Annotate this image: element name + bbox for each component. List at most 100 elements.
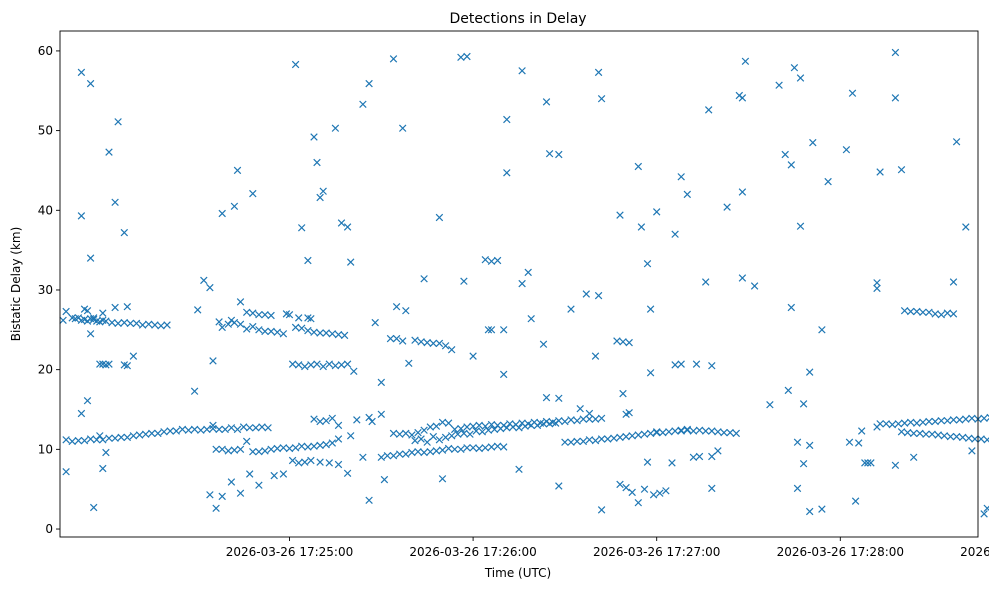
detection-marker (331, 361, 340, 370)
detection-marker (105, 360, 113, 368)
detection-marker (426, 447, 435, 456)
detection-marker (579, 437, 588, 446)
y-tick-label: 10 (38, 442, 53, 456)
detection-marker (331, 124, 340, 132)
detection-marker (931, 310, 939, 318)
detection-marker (193, 306, 202, 314)
detection-marker (919, 418, 927, 427)
detection-marker (937, 416, 946, 425)
detection-marker (576, 404, 584, 413)
detection-marker (876, 420, 884, 428)
detection-marker (435, 436, 444, 444)
detection-marker (542, 393, 551, 402)
detection-marker (395, 430, 404, 438)
detection-marker (873, 284, 881, 293)
detection-marker (322, 416, 330, 425)
detection-marker (515, 424, 523, 432)
detection-marker (539, 420, 548, 428)
detection-marker (316, 417, 324, 426)
detection-marker (634, 498, 643, 507)
detection-marker (432, 422, 441, 430)
detection-marker (99, 464, 107, 473)
detection-marker (481, 255, 490, 264)
detection-marker (197, 426, 205, 434)
detection-marker (426, 423, 435, 431)
detection-marker (190, 387, 199, 395)
detection-marker (334, 435, 343, 443)
detection-marker (784, 386, 793, 395)
detection-marker (622, 483, 630, 492)
detection-marker (619, 389, 627, 398)
detection-marker (805, 507, 814, 516)
detection-marker (741, 57, 750, 66)
detection-marker (628, 432, 636, 440)
detection-marker (503, 115, 511, 124)
detection-marker (958, 433, 967, 442)
detection-marker (659, 428, 667, 437)
detection-marker (619, 338, 627, 346)
detection-marker (359, 453, 367, 462)
detection-marker (573, 437, 581, 446)
detection-marker (701, 427, 710, 435)
detection-marker (86, 330, 95, 338)
detection-marker (906, 418, 915, 427)
detection-marker (738, 188, 747, 196)
y-tick-label: 20 (38, 363, 53, 377)
detection-marker (285, 310, 294, 319)
detection-marker (980, 414, 988, 423)
detection-marker (123, 361, 132, 370)
detection-marker (402, 450, 410, 458)
detection-marker (371, 318, 379, 327)
detection-marker (114, 319, 122, 328)
detection-marker (441, 342, 450, 350)
detection-marker (622, 432, 630, 441)
detection-marker (297, 224, 306, 232)
y-tick-label: 30 (38, 283, 53, 297)
detection-marker (665, 428, 673, 436)
detection-marker (561, 417, 569, 426)
detection-marker (249, 322, 257, 331)
detection-marker (787, 161, 796, 169)
detection-marker (96, 360, 104, 368)
detection-marker (591, 436, 600, 445)
detection-marker (273, 328, 282, 336)
detection-marker (337, 361, 346, 369)
detection-marker (420, 448, 428, 457)
detection-marker (925, 308, 933, 317)
detection-marker (322, 440, 330, 449)
detection-marker (129, 352, 138, 360)
detection-marker (120, 228, 129, 237)
detection-marker (952, 432, 961, 441)
detection-marker (209, 421, 217, 430)
detection-marker (916, 429, 924, 438)
detection-marker (613, 337, 621, 345)
detection-marker (937, 310, 946, 319)
detection-marker (585, 409, 594, 418)
detection-marker (447, 345, 456, 354)
detection-marker (206, 283, 214, 292)
detection-marker (206, 491, 214, 499)
detection-marker (677, 173, 685, 181)
detection-marker (334, 460, 343, 469)
detection-marker (148, 429, 156, 438)
detection-marker (224, 447, 233, 455)
detection-marker (931, 417, 939, 426)
detection-marker (402, 306, 410, 315)
detection-marker (294, 314, 303, 322)
detection-marker (423, 438, 431, 446)
detection-marker (313, 360, 321, 368)
detection-marker (695, 452, 704, 461)
detection-marker (221, 425, 229, 434)
detection-marker (267, 327, 275, 336)
detection-marker (790, 63, 799, 72)
detection-marker (154, 429, 162, 438)
detection-marker (689, 427, 698, 435)
detection-marker (545, 420, 554, 428)
detection-marker (270, 471, 278, 480)
detection-marker (316, 458, 324, 466)
detection-marker (252, 424, 260, 432)
detection-marker (922, 430, 930, 438)
detection-marker (876, 168, 884, 176)
detection-marker (616, 480, 624, 489)
detection-marker (561, 438, 569, 446)
